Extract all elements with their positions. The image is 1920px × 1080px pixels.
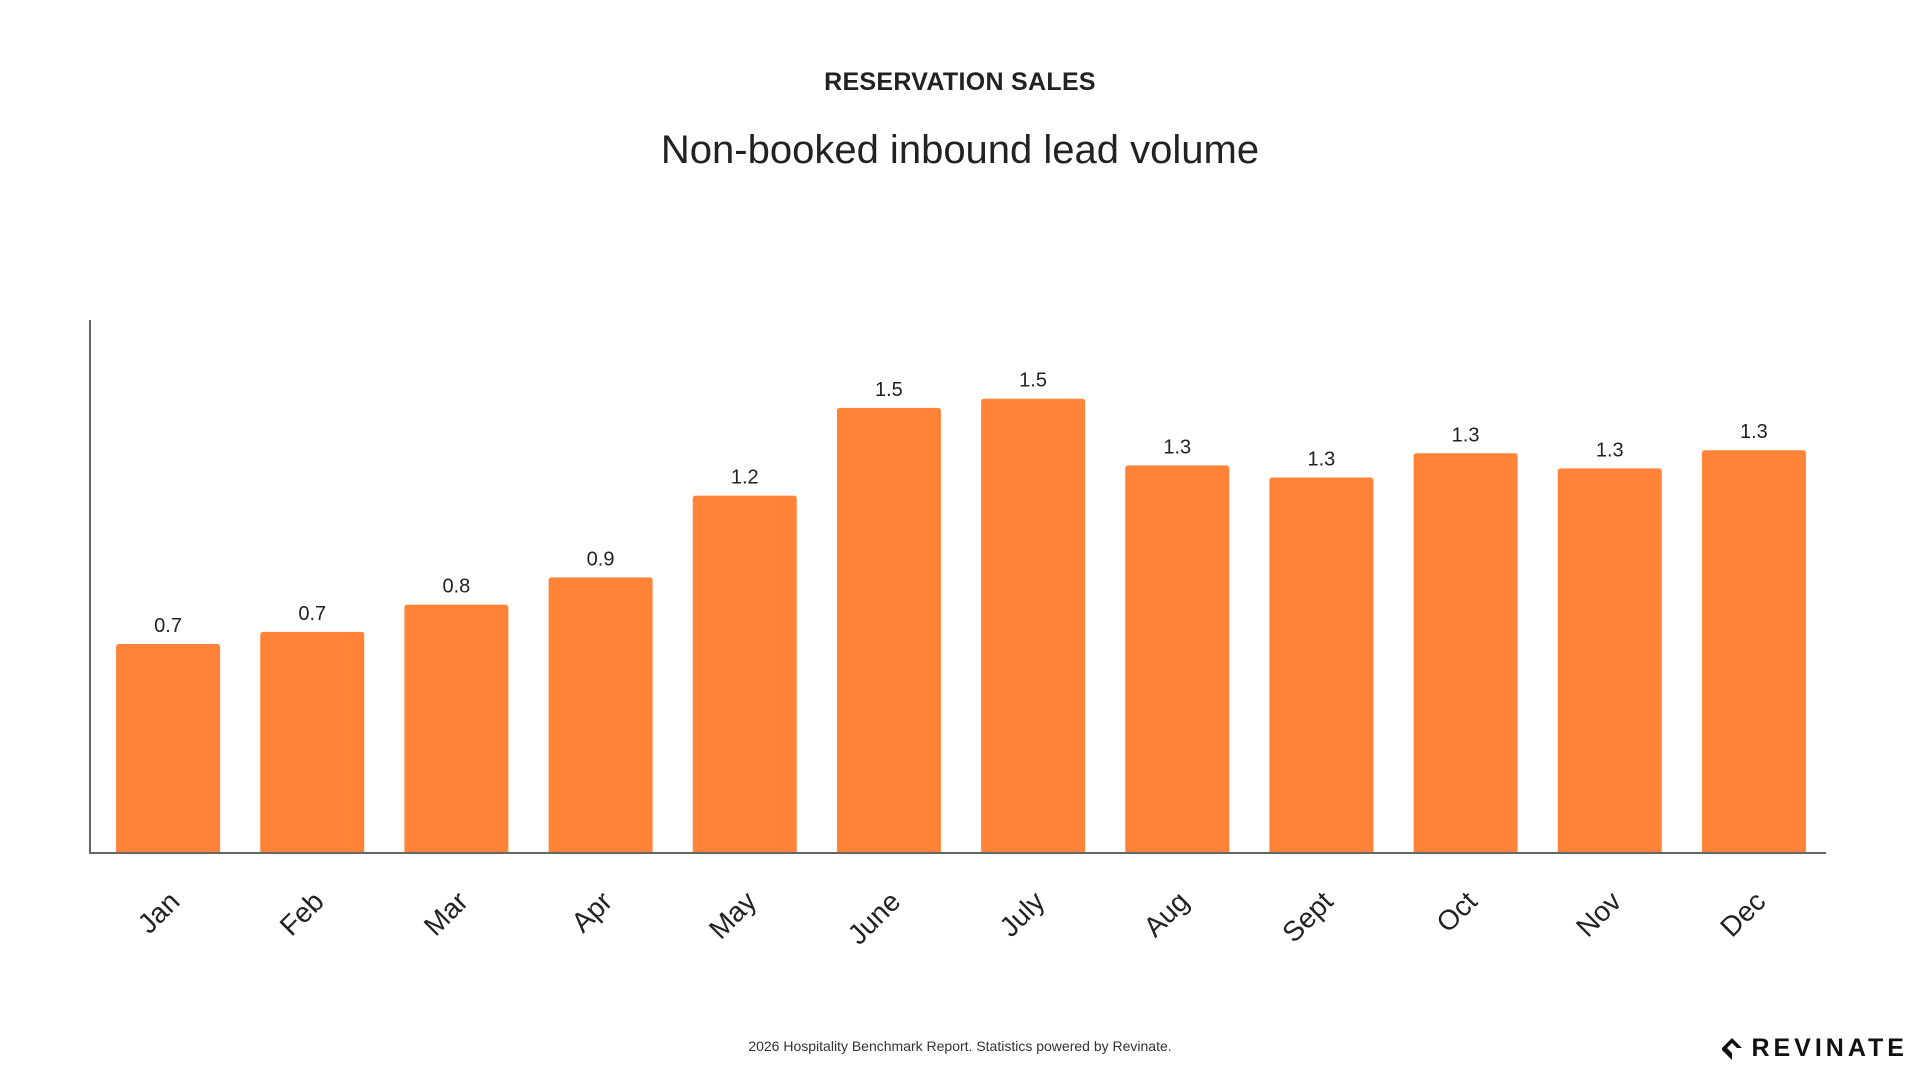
value-label: 0.7 (154, 615, 182, 637)
bar-july (981, 398, 1086, 853)
category-label: Nov (1570, 886, 1627, 943)
bar-may (692, 495, 797, 853)
section-eyebrow: RESERVATION SALES (824, 68, 1096, 96)
chart-title: Non-booked inbound lead volume (660, 128, 1260, 172)
category-label: July (993, 886, 1050, 943)
category-label: May (703, 886, 762, 945)
value-label: 1.3 (1740, 421, 1768, 443)
bar-feb (260, 631, 365, 853)
value-label: 0.8 (443, 576, 471, 598)
brand-logo: REVINATE (1721, 1034, 1908, 1063)
category-label: Aug (1138, 886, 1195, 943)
bar-jan (116, 644, 221, 853)
value-label: 0.7 (298, 603, 326, 625)
bar-mar (404, 604, 509, 853)
bar-oct (1413, 453, 1518, 853)
value-label: 1.3 (1163, 436, 1191, 458)
value-label: 1.2 (731, 467, 759, 489)
footer-source: 2026 Hospitality Benchmark Report. Stati… (748, 1038, 1172, 1054)
category-labels-layer: Jan Feb Mar Apr May June July Aug Sept Oct Nov Dec (132, 885, 1772, 950)
bar-june (836, 407, 941, 853)
value-label: 1.5 (875, 379, 903, 401)
revinate-mark-icon (1722, 1037, 1743, 1060)
category-label: Feb (274, 886, 330, 942)
logo-text: REVINATE (1751, 1034, 1908, 1062)
category-label: Dec (1714, 886, 1771, 943)
bar-sept (1269, 477, 1374, 853)
bar-dec (1701, 450, 1806, 853)
category-label: Sept (1276, 885, 1339, 948)
category-label: June (842, 886, 907, 951)
value-labels-layer: 0.7 0.7 0.8 0.9 1.2 1.5 1.5 1.3 1.3 1.3 1.3 1.3 (154, 370, 1768, 637)
value-label: 1.3 (1308, 448, 1336, 470)
bars-layer (116, 398, 1806, 853)
value-label: 0.9 (587, 548, 615, 570)
bar-nov (1557, 468, 1662, 853)
category-label: Apr (565, 886, 618, 939)
bar-apr (548, 577, 653, 853)
category-label: Oct (1430, 885, 1483, 938)
value-label: 1.3 (1596, 439, 1624, 461)
value-label: 1.5 (1019, 370, 1047, 392)
bar-aug (1125, 465, 1230, 853)
category-label: Jan (132, 886, 186, 940)
category-label: Mar (418, 886, 474, 942)
value-label: 1.3 (1452, 424, 1480, 446)
bar-chart: 0.7 0.7 0.8 0.9 1.2 1.5 1.5 1.3 1.3 1.3 1.3 1.3 Jan… (89, 320, 1826, 950)
